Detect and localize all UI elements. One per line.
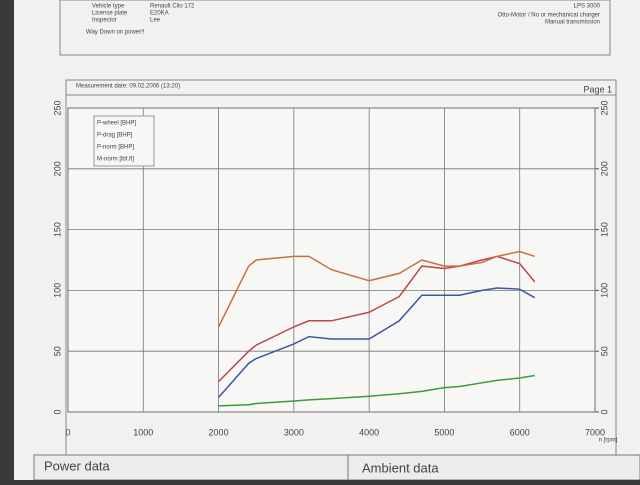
x-tick-label: 3000: [284, 427, 304, 437]
x-tick-label: 4000: [359, 427, 379, 437]
header-box: [59, 0, 611, 56]
series-line: [218, 374, 535, 407]
x-axis-label: n [rpm]: [599, 438, 618, 444]
y2-tick-label: 50: [599, 346, 609, 356]
y-tick-label: 50: [52, 346, 62, 356]
engine: Otto-Motor / No or mechanical charger: [498, 13, 600, 19]
x-tick-label: 5000: [434, 427, 454, 437]
ambient-data: Ambient data: [362, 460, 439, 475]
x-tick-label: 0: [65, 427, 70, 437]
measurement: Measurement date: 09.02.2006 (13:20): [76, 84, 180, 90]
x-tick-label: 7000: [585, 427, 605, 437]
legend-entry: P-norm [BHP]: [97, 145, 134, 151]
y2-tick-label: 250: [599, 100, 609, 115]
device: LPS 3000: [574, 4, 601, 10]
y2-tick-label: 100: [599, 283, 609, 298]
inspector-label: Inspector: [92, 18, 117, 24]
x-tick-label: 2000: [209, 427, 229, 437]
vehicle-label: Vehicle type: [92, 4, 125, 10]
power-data: Power data: [44, 458, 111, 473]
series-line: [218, 287, 536, 398]
page-number: Page 1: [583, 84, 612, 94]
x-tick-label: 1000: [133, 427, 153, 437]
transmission: Manual transmission: [545, 20, 600, 26]
vehicle: Renault Clio 172: [150, 4, 195, 10]
y2-tick-label: 150: [599, 222, 609, 237]
y-tick-label: 200: [52, 161, 62, 176]
y2-tick-label: 200: [599, 161, 609, 176]
y-tick-label: 0: [52, 409, 62, 414]
y-tick-label: 150: [52, 222, 62, 237]
y2-tick-label: 0: [599, 409, 609, 414]
plate-label: License plate: [92, 11, 128, 17]
x-tick-label: 6000: [510, 427, 530, 437]
series-line: [218, 255, 536, 383]
plate: E20KA: [150, 11, 169, 17]
remark: Way Down on power!!: [86, 30, 145, 36]
legend-entry: M-norm [lbf.ft]: [97, 157, 134, 163]
inspector: Lee: [150, 18, 161, 24]
y-tick-label: 250: [52, 100, 62, 115]
legend-entry: P-drag [BHP]: [97, 133, 133, 139]
series-line: [217, 250, 536, 328]
footer-box: [33, 454, 640, 481]
legend-box: [93, 115, 155, 167]
legend-entry: P-wheel [BHP]: [97, 121, 136, 127]
y-tick-label: 100: [52, 283, 62, 298]
